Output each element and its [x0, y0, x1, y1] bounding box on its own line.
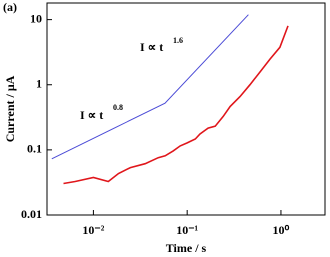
x-tick-label: 10⁻² [82, 223, 104, 237]
annotation-exponent: 0.8 [113, 103, 123, 112]
annotation: I ∝ t [140, 40, 163, 54]
x-axis-title: Time / s [166, 241, 207, 255]
y-tick-label: 1 [36, 76, 42, 90]
annotation-exponent: 1.6 [173, 36, 183, 45]
y-tick-label: 0.01 [21, 207, 42, 221]
y-axis-title: Current / μA [3, 75, 17, 142]
series-line [51, 14, 249, 160]
x-tick-label: 10⁰ [273, 223, 290, 237]
annotation: I ∝ t [80, 108, 103, 122]
x-tick-label: 10⁻¹ [176, 223, 198, 237]
series-line [63, 25, 289, 185]
y-tick-label: 0.1 [27, 142, 42, 156]
plot-frame [46, 2, 326, 216]
y-tick-label: 10 [30, 11, 42, 25]
panel-label: (a) [3, 0, 17, 14]
